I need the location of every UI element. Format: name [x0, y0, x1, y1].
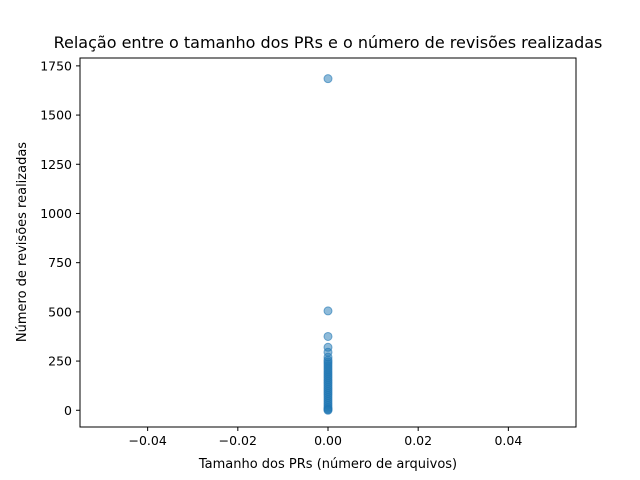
chart-title: Relação entre o tamanho dos PRs e o núme… [54, 33, 603, 52]
data-points [323, 74, 333, 415]
y-axis-ticks: 0 250 500 750 1000 1250 1500 1750 [40, 58, 80, 418]
x-axis-label: Tamanho dos PRs (número de arquivos) [198, 457, 457, 472]
y-tick-label: 1000 [40, 206, 72, 221]
y-tick-label: 1750 [40, 58, 72, 73]
data-point [323, 74, 333, 84]
x-tick-label: 0.04 [494, 433, 522, 448]
y-tick-label: 250 [48, 354, 72, 369]
x-tick-label: −0.02 [219, 433, 257, 448]
y-tick-label: 500 [48, 304, 72, 319]
y-tick-label: 1250 [40, 157, 72, 172]
x-tick-label: 0.02 [404, 433, 432, 448]
data-point [323, 331, 333, 341]
x-tick-label: 0.00 [314, 433, 342, 448]
data-point [323, 405, 333, 415]
x-tick-label: −0.04 [128, 433, 166, 448]
y-tick-label: 0 [64, 403, 72, 418]
y-tick-label: 750 [48, 255, 72, 270]
y-axis-label: Número de revisões realizadas [15, 142, 30, 342]
data-point [323, 306, 333, 316]
y-tick-label: 1500 [40, 108, 72, 123]
x-axis-ticks: −0.04 −0.02 0.00 0.02 0.04 [128, 427, 522, 448]
